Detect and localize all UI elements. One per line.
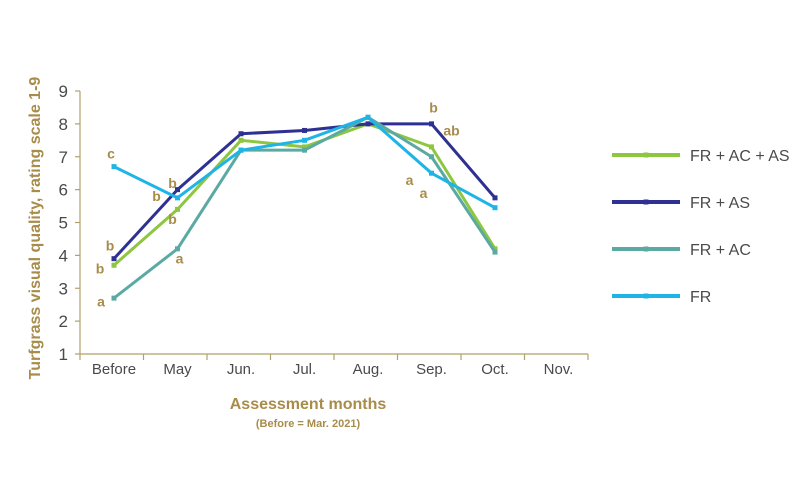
data-point bbox=[175, 187, 180, 193]
x-tick-label: Oct. bbox=[481, 361, 509, 378]
y-tick-label: 1 bbox=[59, 345, 68, 364]
data-point bbox=[175, 195, 180, 201]
legend-item: FR + AC + AS bbox=[612, 148, 790, 165]
legend-marker bbox=[643, 199, 649, 205]
data-point bbox=[175, 246, 180, 252]
data-point bbox=[302, 127, 307, 133]
x-tick-label: Nov. bbox=[544, 361, 574, 378]
data-point bbox=[111, 164, 117, 170]
legend-marker bbox=[643, 246, 649, 252]
series-line bbox=[112, 122, 497, 260]
data-point bbox=[238, 147, 244, 153]
y-tick-label: 6 bbox=[59, 181, 68, 200]
legend-item: FR + AC bbox=[612, 242, 751, 259]
significance-letter: a bbox=[420, 185, 428, 201]
x-axis-sublabel: (Before = Mar. 2021) bbox=[256, 418, 361, 430]
x-tick-label: Jul. bbox=[293, 361, 316, 378]
y-tick-label: 3 bbox=[59, 279, 68, 298]
significance-letter: b bbox=[168, 211, 177, 227]
data-point bbox=[365, 121, 371, 127]
legend-item: FR + AS bbox=[612, 195, 750, 212]
x-tick-label: Jun. bbox=[227, 361, 255, 378]
legend-item: FR bbox=[612, 289, 711, 306]
series-2 bbox=[111, 121, 498, 262]
data-point bbox=[365, 114, 371, 120]
x-tick-label: Before bbox=[92, 361, 136, 378]
y-tick-label: 8 bbox=[59, 115, 68, 134]
data-point bbox=[429, 121, 434, 127]
significance-letter: a bbox=[97, 293, 105, 309]
legend-marker bbox=[643, 152, 649, 158]
significance-letter: b bbox=[429, 99, 438, 115]
series-4 bbox=[111, 114, 498, 211]
x-tick-labels: Before May Jun. Jul. Aug. Sep. Oct. Nov. bbox=[79, 354, 589, 378]
significance-letter: a bbox=[406, 172, 414, 188]
data-point bbox=[111, 295, 117, 301]
data-point bbox=[238, 131, 244, 137]
data-point bbox=[238, 137, 244, 143]
y-tick-label: 4 bbox=[59, 246, 68, 265]
data-point bbox=[492, 246, 498, 252]
data-point bbox=[111, 262, 117, 268]
legend-label: FR + AC + AS bbox=[690, 148, 790, 165]
x-tick-label: May bbox=[163, 361, 192, 378]
significance-letter: a bbox=[176, 251, 184, 267]
x-tick-label: Sep. bbox=[416, 361, 447, 378]
data-point bbox=[492, 205, 498, 211]
significance-letter: b bbox=[96, 261, 105, 277]
significance-letter: b bbox=[152, 188, 161, 204]
significance-letter: c bbox=[107, 145, 115, 161]
significance-letter: ab bbox=[443, 122, 459, 138]
legend-label: FR bbox=[690, 289, 711, 306]
data-point bbox=[429, 144, 434, 150]
x-tick-label: Aug. bbox=[353, 361, 384, 378]
data-point bbox=[429, 154, 434, 160]
significance-letter: b bbox=[106, 238, 115, 254]
y-tick-label: 5 bbox=[59, 214, 68, 233]
legend-marker bbox=[643, 293, 649, 299]
series-layer bbox=[111, 114, 498, 301]
y-tick-labels: 1 2 3 4 5 6 7 8 9 bbox=[59, 82, 80, 364]
data-point bbox=[175, 206, 180, 212]
x-axis-label: Assessment months bbox=[230, 396, 387, 413]
data-point bbox=[111, 256, 117, 262]
y-axis-label: Turfgrass visual quality, rating scale 1… bbox=[27, 77, 44, 380]
legend-label: FR + AS bbox=[690, 195, 750, 212]
data-point bbox=[302, 147, 307, 153]
significance-letter: b bbox=[168, 175, 177, 191]
y-tick-label: 9 bbox=[59, 82, 68, 101]
y-tick-label: 7 bbox=[59, 148, 68, 167]
legend: FR + AC + AS FR + AS FR + AC FR bbox=[612, 148, 790, 306]
data-point bbox=[302, 137, 307, 143]
data-point bbox=[492, 249, 498, 255]
data-point bbox=[302, 144, 307, 150]
legend-label: FR + AC bbox=[690, 242, 751, 259]
data-point bbox=[492, 195, 498, 201]
y-tick-label: 2 bbox=[59, 312, 68, 331]
data-point bbox=[429, 170, 434, 176]
